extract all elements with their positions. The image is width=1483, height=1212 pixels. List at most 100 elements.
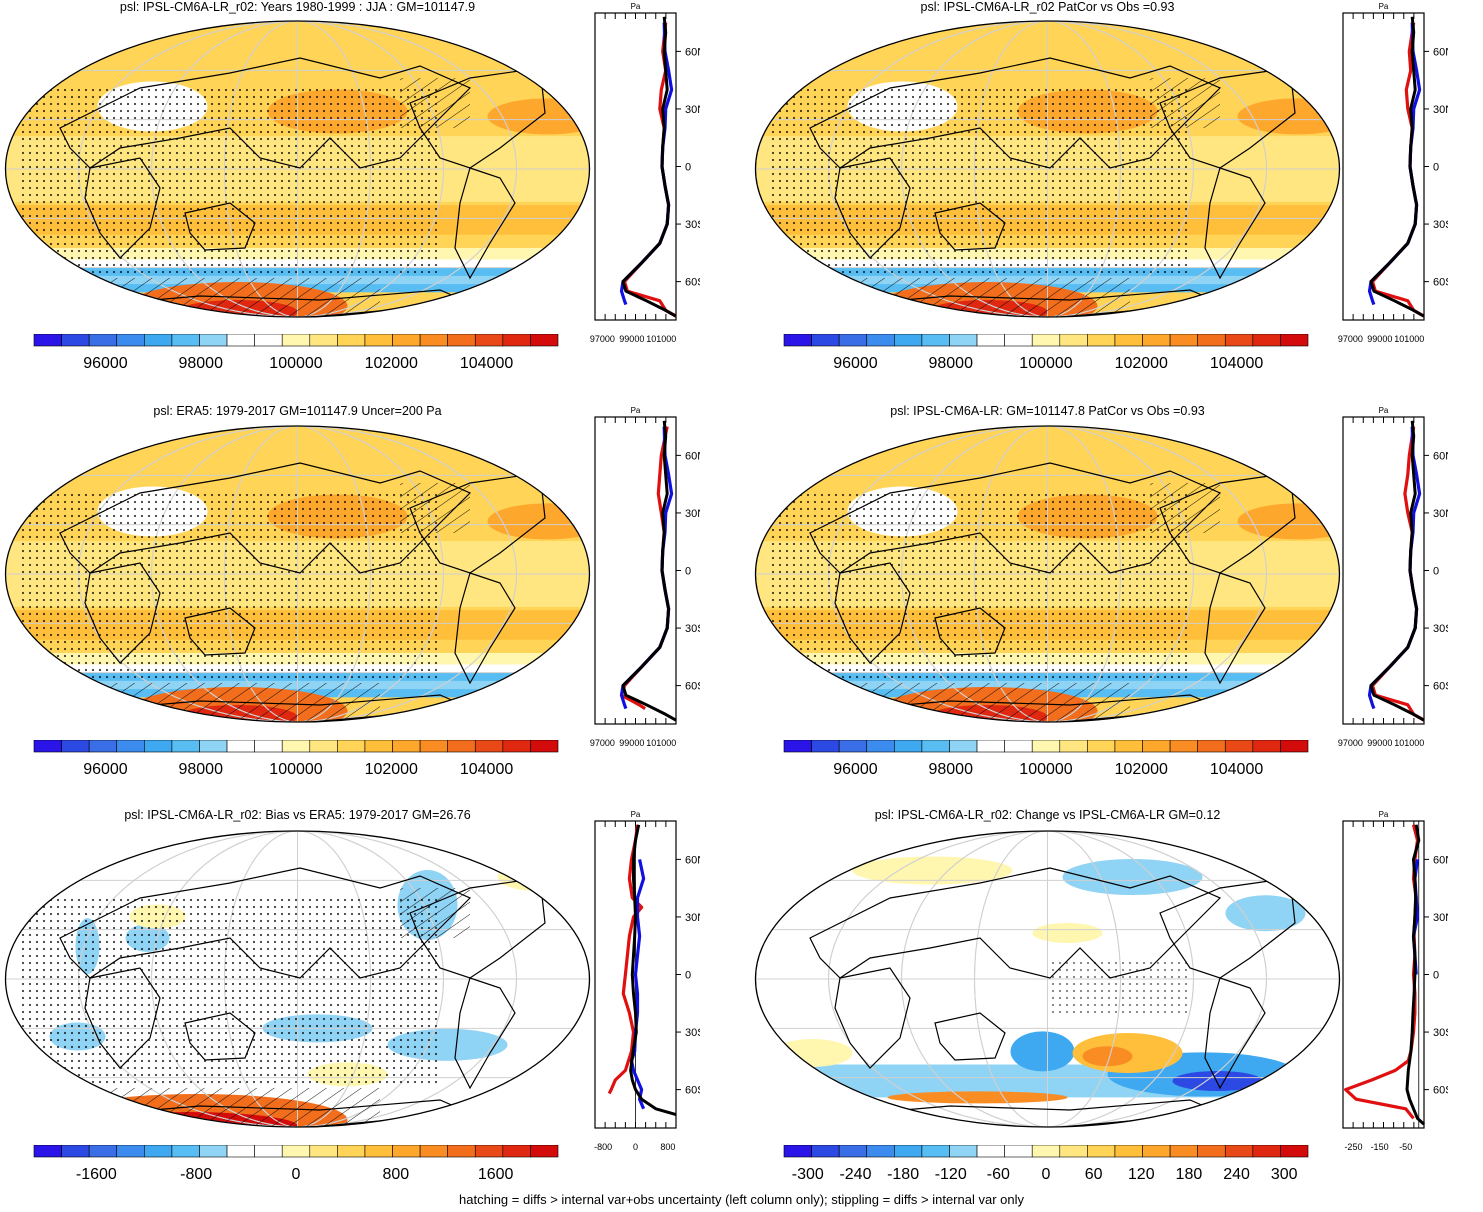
colorbar-swatch xyxy=(226,1145,255,1158)
colorbar-swatch xyxy=(921,334,950,347)
map-field xyxy=(5,426,590,722)
colorbar-swatch xyxy=(921,1145,950,1158)
colorbar-tick-label: -60 xyxy=(987,1166,1010,1183)
colorbar-swatch xyxy=(337,740,366,753)
field-low xyxy=(1010,1031,1075,1072)
colorbar-tick-label: 100000 xyxy=(269,355,322,372)
x-tick-label: 101000 xyxy=(1394,334,1424,344)
colorbar-swatch xyxy=(838,334,868,347)
colorbar-tick-label: -180 xyxy=(887,1166,919,1183)
colorbar-swatch xyxy=(474,1145,504,1158)
colorbar: 96000 98000 100000 102000 104000 xyxy=(783,334,1309,372)
colorbar-swatch xyxy=(88,740,118,753)
colorbar-swatch xyxy=(1169,1145,1198,1158)
profile-line-mean xyxy=(1369,420,1425,722)
colorbar-swatch xyxy=(144,334,173,347)
colorbar-swatch xyxy=(1197,740,1226,753)
map-outline xyxy=(4,425,591,723)
colorbar-tick-label: 1600 xyxy=(478,1166,514,1183)
profile-units: Pa xyxy=(1379,406,1389,415)
colorbar-tick-label: 98000 xyxy=(178,355,223,372)
colorbar-tick-label: 102000 xyxy=(365,355,418,372)
field-high xyxy=(887,1091,1068,1104)
colorbar-tick-label: -1600 xyxy=(76,1166,117,1183)
colorbar-tick-label: 100000 xyxy=(269,761,322,778)
colorbar-tick-label: 800 xyxy=(382,1166,409,1183)
colorbar: -300 -240 -180 -120 -60 0 60 120 180 240 300 xyxy=(783,1145,1309,1183)
hatching xyxy=(400,78,470,128)
map-outline xyxy=(4,20,591,318)
colorbar-swatch xyxy=(116,1145,145,1158)
colorbar: 96000 98000 100000 102000 104000 xyxy=(33,740,559,778)
colorbar-tick-label: 100000 xyxy=(1019,761,1072,778)
stippling xyxy=(770,493,1190,683)
field-low xyxy=(1225,895,1306,932)
map-outline xyxy=(4,830,591,1128)
colorbar-swatch xyxy=(1087,1145,1116,1158)
colorbar-swatch xyxy=(1031,740,1061,753)
colorbar-swatch xyxy=(474,740,504,753)
colorbar-swatch xyxy=(88,1145,118,1158)
colorbar-tick-label: 0 xyxy=(1042,1166,1051,1183)
colorbar-tick-label: 104000 xyxy=(460,761,513,778)
colorbar-tick-label: -120 xyxy=(935,1166,967,1183)
colorbar-swatch xyxy=(894,334,923,347)
colorbar-swatch xyxy=(33,740,62,753)
stippling xyxy=(20,88,440,278)
zonal-profile: Pa 60N 30N 0 30S 60S -800 0 800 xyxy=(594,810,700,1152)
colorbar-swatch xyxy=(1252,1145,1281,1158)
colorbar-tick-label: 300 xyxy=(1271,1166,1298,1183)
coastline xyxy=(454,977,516,1090)
colorbar-swatch xyxy=(1280,740,1309,753)
colorbar-tick-label: -800 xyxy=(180,1166,212,1183)
x-tick-label: 97000 xyxy=(590,738,615,748)
lat-tick-label: 30N xyxy=(1433,912,1448,924)
colorbar-swatch xyxy=(1031,334,1061,347)
coastline xyxy=(1204,167,1266,280)
colorbar-swatch xyxy=(1142,740,1171,753)
colorbar-swatch xyxy=(894,740,923,753)
map-outline xyxy=(754,20,1341,318)
colorbar-swatch xyxy=(419,740,448,753)
map-field xyxy=(755,426,1340,722)
panel-title: psl: IPSL-CM6A-LR_r02 PatCor vs Obs =0.9… xyxy=(920,0,1175,14)
colorbar-swatch xyxy=(783,740,812,753)
stippling xyxy=(20,898,440,1088)
x-tick-label: 99000 xyxy=(619,738,644,748)
colorbar-swatch xyxy=(447,740,476,753)
colorbar-swatch xyxy=(61,740,90,753)
map-field xyxy=(5,831,590,1127)
map-panel xyxy=(4,20,591,318)
panel-title: psl: IPSL-CM6A-LR_r02: Years 1980-1999 :… xyxy=(119,0,476,14)
field-high xyxy=(1082,1046,1133,1067)
colorbar-swatch xyxy=(1142,1145,1171,1158)
colorbar-swatch xyxy=(1004,740,1033,753)
colorbar-swatch xyxy=(61,1145,90,1158)
map-panel xyxy=(754,20,1341,318)
colorbar-swatch xyxy=(1169,740,1198,753)
colorbar: 96000 98000 100000 102000 104000 xyxy=(33,334,559,372)
colorbar-swatch xyxy=(33,334,62,347)
colorbar-swatch xyxy=(811,1145,840,1158)
map-field xyxy=(5,21,590,317)
colorbar-tick-label: 240 xyxy=(1223,1166,1250,1183)
profile-frame xyxy=(1342,820,1425,1129)
colorbar-swatch xyxy=(1087,334,1116,347)
lat-tick-label: 60S xyxy=(685,1085,700,1097)
colorbar-tick-label: -240 xyxy=(839,1166,871,1183)
colorbar-swatch xyxy=(88,334,118,347)
map-panel xyxy=(754,425,1341,723)
colorbar-swatch xyxy=(1087,740,1116,753)
colorbar-tick-label: 96000 xyxy=(833,355,878,372)
colorbar-swatch xyxy=(254,1145,283,1158)
colorbar-swatch xyxy=(1031,1145,1061,1158)
colorbar-swatch xyxy=(364,1145,393,1158)
lat-tick-label: 30N xyxy=(1433,104,1448,116)
colorbar-tick-label: 180 xyxy=(1176,1166,1203,1183)
profile-line-mean xyxy=(621,420,677,722)
colorbar-swatch xyxy=(1004,334,1033,347)
colorbar-swatch xyxy=(976,1145,1005,1158)
stippling xyxy=(770,88,1190,278)
colorbar-swatch xyxy=(838,1145,868,1158)
